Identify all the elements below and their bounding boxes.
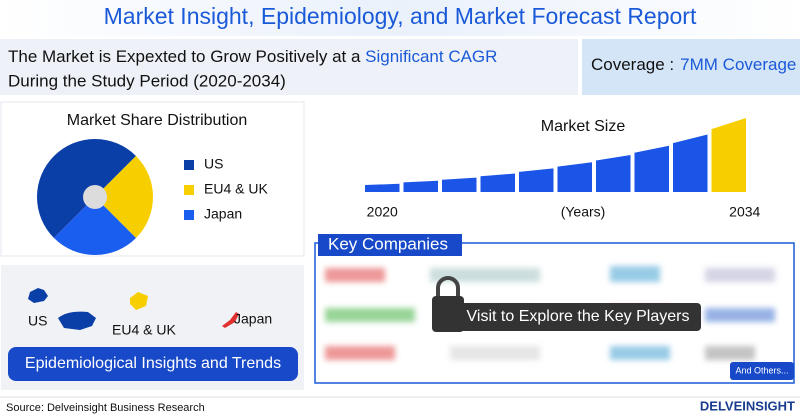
header-band [0,0,800,36]
pie-slice [95,155,153,239]
coverage-label: Coverage : [591,55,674,74]
legend-swatch [184,160,194,170]
bar [519,168,554,192]
coverage: Coverage : 7MM Coverage [591,55,796,74]
logo: DELVEINSIGHT [700,398,795,413]
map-label: US [28,313,47,329]
x-axis-label: (Years) [561,204,606,220]
bar [596,155,631,192]
map-label: Japan [234,311,272,327]
summary-text: During the Study Period (2020-2034) [8,71,286,90]
legend-swatch [184,185,194,195]
pie-hole [83,185,107,209]
x-tick-label: 2034 [729,204,760,220]
chart-title: Market Share Distribution [67,112,248,129]
legend-label: EU4 & UK [204,181,268,197]
cta-label[interactable]: Visit to Explore the Key Players [467,308,690,325]
coverage-value: 7MM Coverage [680,55,796,74]
title: Market Insight, Epidemiology, and Market… [104,3,697,29]
pie-slice [37,139,137,239]
summary-box [0,39,578,95]
bar [634,145,669,192]
summary-text: The Market is Expexted to Grow Positivel… [8,47,365,66]
bar [480,173,515,192]
cta-button[interactable] [456,303,701,331]
bar [442,177,477,192]
bar [711,118,746,192]
epi-button-label[interactable]: Epidemiological Insights and Trends [25,355,281,372]
x-tick-label: 2020 [367,204,398,220]
companies-title-box [318,234,462,256]
coverage-box [582,39,800,95]
legend-swatch [184,210,194,220]
pie-slice [53,197,137,256]
bar [557,162,592,192]
bar [673,134,708,192]
summary: The Market is Expexted to Grow Positivel… [8,47,497,66]
map-shape [28,288,48,303]
map-shape [222,312,239,328]
companies-title: Key Companies [328,234,448,253]
epi-button[interactable] [8,347,298,381]
source: Source: Delveinsight Business Research [6,402,205,414]
lock-icon [436,276,460,296]
summary-highlight: Significant CAGR [365,47,497,66]
bar [365,183,400,192]
chart-title: Market Size [541,118,626,135]
more-label[interactable]: And Others... [735,365,788,375]
more-button[interactable] [730,362,794,380]
bar [403,180,438,192]
map-label: EU4 & UK [112,322,176,338]
map-shape [58,311,96,330]
map-shape [130,292,148,310]
legend-label: Japan [204,206,242,222]
legend-label: US [204,156,223,172]
